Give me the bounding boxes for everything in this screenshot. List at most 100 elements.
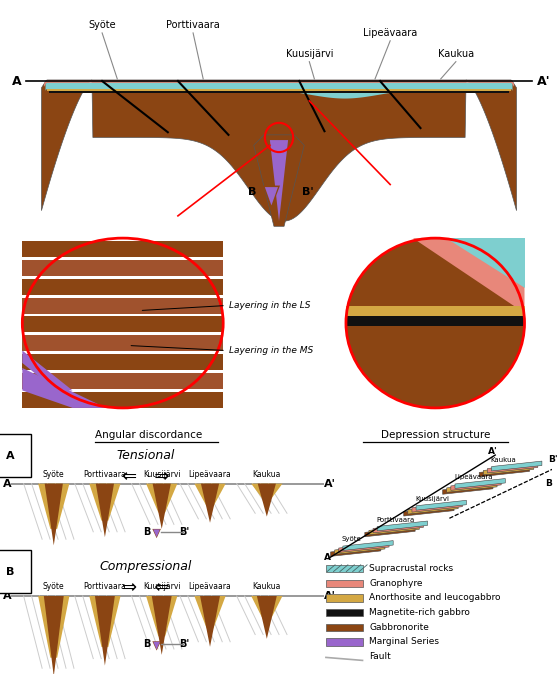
- Polygon shape: [38, 596, 69, 658]
- Polygon shape: [204, 596, 217, 610]
- Text: B': B': [548, 455, 557, 464]
- FancyBboxPatch shape: [326, 580, 363, 587]
- Polygon shape: [408, 504, 458, 514]
- Polygon shape: [373, 523, 424, 533]
- Polygon shape: [335, 545, 385, 554]
- Text: A: A: [3, 591, 11, 601]
- Text: B': B': [179, 639, 189, 650]
- Text: Porttivaara: Porttivaara: [84, 469, 126, 479]
- Text: Porttivaara: Porttivaara: [376, 517, 415, 522]
- Polygon shape: [99, 596, 111, 616]
- Text: A: A: [324, 553, 331, 562]
- Polygon shape: [201, 484, 219, 523]
- Text: Lipeävaara: Lipeävaara: [189, 469, 232, 479]
- Text: Anorthosite and leucogabbro: Anorthosite and leucogabbro: [369, 593, 501, 603]
- Polygon shape: [153, 642, 160, 650]
- Polygon shape: [89, 596, 121, 647]
- Polygon shape: [403, 506, 454, 516]
- Text: Kaukua: Kaukua: [253, 469, 281, 479]
- Polygon shape: [200, 596, 220, 647]
- Polygon shape: [22, 351, 73, 390]
- FancyBboxPatch shape: [326, 595, 363, 602]
- Polygon shape: [38, 484, 69, 529]
- Polygon shape: [455, 479, 506, 488]
- Polygon shape: [96, 484, 114, 537]
- Polygon shape: [89, 484, 121, 521]
- FancyBboxPatch shape: [326, 609, 363, 616]
- Polygon shape: [153, 484, 171, 529]
- Polygon shape: [492, 461, 542, 471]
- Bar: [22, 298, 223, 313]
- Text: Lipeävaara: Lipeävaara: [454, 474, 493, 480]
- Text: Kaukua: Kaukua: [438, 49, 474, 59]
- Polygon shape: [258, 484, 276, 517]
- Text: A: A: [12, 74, 21, 88]
- Polygon shape: [194, 484, 225, 506]
- Text: Layering in the MS: Layering in the MS: [229, 346, 313, 355]
- Text: Angular discordance: Angular discordance: [95, 430, 202, 441]
- Polygon shape: [346, 306, 525, 315]
- Ellipse shape: [22, 238, 223, 408]
- Polygon shape: [339, 543, 389, 552]
- Text: Granophyre: Granophyre: [369, 579, 423, 588]
- Text: B: B: [6, 567, 14, 577]
- Polygon shape: [47, 596, 60, 618]
- FancyBboxPatch shape: [326, 565, 363, 572]
- Text: Depression structure: Depression structure: [381, 430, 490, 441]
- Polygon shape: [41, 80, 517, 221]
- Polygon shape: [270, 140, 288, 221]
- Polygon shape: [365, 527, 415, 537]
- Polygon shape: [261, 596, 273, 608]
- Polygon shape: [483, 465, 533, 475]
- Text: Magnetite-rich gabbro: Magnetite-rich gabbro: [369, 608, 470, 617]
- Bar: [22, 354, 223, 370]
- Text: Syöte: Syöte: [88, 20, 116, 31]
- Polygon shape: [413, 238, 525, 313]
- Bar: [22, 392, 223, 408]
- Polygon shape: [44, 80, 514, 86]
- Polygon shape: [251, 484, 282, 500]
- Polygon shape: [251, 596, 282, 620]
- Polygon shape: [146, 484, 177, 513]
- Text: A: A: [3, 479, 11, 489]
- Text: Supracrustal rocks: Supracrustal rocks: [369, 564, 454, 573]
- Polygon shape: [22, 368, 106, 408]
- Text: Kuusijärvi: Kuusijärvi: [143, 582, 181, 591]
- Text: ⇒   ⇐: ⇒ ⇐: [122, 579, 169, 597]
- Text: Kuusijärvi: Kuusijärvi: [143, 469, 181, 479]
- Polygon shape: [95, 596, 115, 665]
- Polygon shape: [194, 596, 225, 629]
- Text: B': B': [302, 187, 314, 197]
- Polygon shape: [46, 83, 512, 99]
- Polygon shape: [346, 315, 525, 326]
- Polygon shape: [146, 596, 177, 636]
- Bar: [22, 279, 223, 295]
- Text: Syöte: Syöte: [342, 536, 362, 542]
- Bar: [22, 373, 223, 389]
- Polygon shape: [49, 91, 509, 93]
- Polygon shape: [153, 529, 160, 537]
- FancyBboxPatch shape: [326, 638, 363, 646]
- Text: Syöte: Syöte: [43, 582, 65, 591]
- Polygon shape: [377, 521, 427, 531]
- Polygon shape: [152, 529, 161, 538]
- Text: Compressional: Compressional: [99, 560, 192, 573]
- Text: B: B: [143, 639, 150, 650]
- Ellipse shape: [346, 238, 525, 408]
- Polygon shape: [152, 642, 161, 650]
- Polygon shape: [416, 501, 466, 510]
- Text: Fault: Fault: [369, 652, 391, 661]
- Polygon shape: [263, 185, 280, 208]
- Bar: [22, 241, 223, 257]
- Text: A': A': [537, 74, 550, 88]
- Polygon shape: [488, 463, 538, 473]
- Text: B: B: [143, 527, 150, 537]
- Polygon shape: [442, 484, 493, 494]
- Text: Tensional: Tensional: [116, 449, 175, 462]
- Bar: [22, 317, 223, 332]
- Polygon shape: [254, 135, 304, 226]
- Polygon shape: [412, 503, 462, 512]
- Polygon shape: [330, 547, 381, 556]
- Polygon shape: [47, 89, 511, 91]
- Text: Lipeävaara: Lipeävaara: [189, 582, 232, 591]
